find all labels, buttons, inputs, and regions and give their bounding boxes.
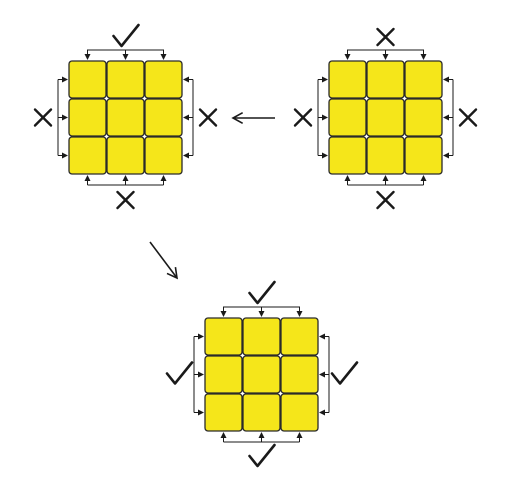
check-mark-top-icon	[112, 23, 140, 48]
tile	[106, 60, 145, 99]
tile	[404, 136, 443, 175]
tile	[106, 98, 145, 137]
tile	[68, 60, 107, 99]
tile	[366, 60, 405, 99]
arrow-down-right-icon	[149, 241, 179, 280]
check-mark-bottom-icon	[248, 443, 276, 468]
tile	[280, 355, 319, 394]
cross-mark-right-icon	[198, 108, 218, 127]
panel-top-left	[33, 23, 218, 210]
tile	[204, 393, 243, 432]
check-mark-top-icon	[248, 280, 276, 305]
panel-bottom	[165, 280, 359, 468]
check-mark-left-icon	[165, 361, 194, 385]
tile	[204, 317, 243, 356]
cross-mark-top-icon	[376, 27, 395, 47]
tile	[204, 355, 243, 394]
tile	[366, 98, 405, 137]
cross-mark-bottom-icon	[376, 190, 395, 210]
tile	[328, 136, 367, 175]
arrow-left-icon	[231, 112, 275, 124]
tile	[280, 317, 319, 356]
check-mark-right-icon	[330, 361, 359, 385]
cross-mark-left-icon	[33, 108, 53, 127]
tile	[68, 136, 107, 175]
tile	[242, 393, 281, 432]
tile	[280, 393, 319, 432]
cross-mark-right-icon	[458, 108, 478, 127]
tile	[242, 317, 281, 356]
tile	[328, 98, 367, 137]
cross-mark-left-icon	[293, 108, 313, 127]
tile	[366, 136, 405, 175]
tile	[68, 98, 107, 137]
panel-top-right	[293, 27, 478, 210]
tile	[106, 136, 145, 175]
tile	[404, 98, 443, 137]
cross-mark-bottom-icon	[116, 190, 135, 210]
tile	[144, 136, 183, 175]
tile	[144, 98, 183, 137]
tile	[144, 60, 183, 99]
tile	[328, 60, 367, 99]
tile	[242, 355, 281, 394]
tile	[404, 60, 443, 99]
